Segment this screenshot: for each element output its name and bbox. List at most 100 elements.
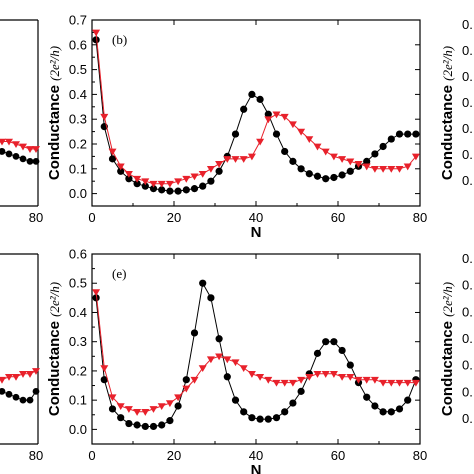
right-partial-panel-bottom: Conductance (2e²/h) 0. 0. 0. 0. 0. 0. 0. — [439, 251, 473, 426]
right-y-tick-label: 0. — [462, 411, 473, 426]
partial-data-point-circle — [32, 157, 40, 165]
y-axis-unit: (2e²/h) — [47, 282, 62, 317]
data-point-circle — [412, 130, 420, 138]
data-point-triangle — [206, 356, 215, 364]
partial-data-point-triangle — [12, 373, 20, 381]
y-tick-label: 0.1 — [69, 393, 87, 408]
plot-frame — [91, 19, 421, 207]
data-point-circle — [215, 335, 223, 343]
x-tick-label: 20 — [167, 210, 181, 225]
partial-data-point-circle — [26, 396, 34, 404]
y-tick-label: 0.1 — [69, 161, 87, 176]
data-point-triangle — [395, 379, 404, 387]
partial-data-point-circle — [0, 387, 6, 395]
data-point-circle — [117, 414, 125, 422]
data-point-triangle — [223, 356, 232, 364]
data-point-triangle — [313, 371, 322, 378]
partial-data-point-triangle — [5, 373, 13, 381]
data-point-circle — [256, 415, 264, 423]
right-y-tick-label: 0. — [462, 278, 473, 293]
panel-label: (b) — [112, 32, 127, 47]
data-point-triangle — [231, 359, 240, 367]
data-point-triangle — [395, 166, 404, 173]
right-y-tick-label: 0. — [462, 251, 473, 266]
data-point-circle — [199, 182, 207, 190]
y-tick-label: 0.5 — [69, 62, 87, 77]
data-point-circle — [199, 279, 207, 287]
partial-data-point-triangle — [19, 143, 27, 151]
data-point-circle — [363, 157, 371, 165]
data-point-circle — [289, 157, 297, 165]
data-point-triangle — [174, 178, 183, 186]
partial-data-point-triangle — [0, 138, 6, 146]
data-point-triangle — [403, 163, 412, 171]
data-point-circle — [92, 294, 100, 302]
partial-data-point-circle — [5, 150, 13, 158]
partial-data-point-triangle — [26, 371, 34, 378]
data-point-triangle — [387, 166, 396, 173]
data-point-triangle — [305, 136, 314, 144]
right-y-axis-label: Conductance (2e²/h) — [439, 282, 456, 416]
data-point-circle — [387, 408, 395, 416]
right-y-axis-label-text: Conductance — [439, 81, 456, 180]
data-point-circle — [330, 173, 338, 182]
x-tick-label: 60 — [331, 210, 345, 225]
data-point-triangle — [338, 156, 347, 163]
data-point-triangle — [264, 376, 273, 384]
data-point-circle — [297, 165, 305, 173]
data-point-circle — [166, 187, 174, 195]
y-tick-label: 0.6 — [69, 37, 87, 52]
partial-data-point-triangle — [26, 146, 34, 153]
data-point-circle — [174, 187, 182, 195]
right-y-tick-label: 0. — [462, 17, 473, 32]
y-axis-label-text: Conductance — [46, 81, 63, 180]
partial-x-tick-label: 80 — [29, 448, 43, 463]
data-point-circle — [149, 185, 158, 193]
data-point-circle — [379, 408, 387, 416]
data-point-triangle — [288, 121, 297, 129]
data-point-triangle — [256, 373, 265, 381]
partial-data-point-triangle — [32, 368, 40, 375]
x-tick-label: 80 — [413, 210, 427, 225]
right-y-tick-label: 0. — [462, 147, 473, 162]
x-axis-label: N — [251, 462, 262, 474]
data-point-triangle — [141, 409, 150, 416]
x-tick-label: 0 — [88, 448, 95, 463]
partial-data-point-circle — [19, 155, 27, 163]
data-point-triangle — [165, 180, 174, 188]
right-y-axis-unit: (2e²/h) — [440, 46, 455, 81]
plot-area — [92, 29, 420, 195]
data-point-circle — [297, 387, 305, 395]
data-point-circle — [182, 186, 190, 194]
data-point-triangle — [190, 173, 199, 181]
data-point-circle — [231, 130, 240, 138]
left-partial-panel-top: 80 — [0, 19, 43, 225]
data-point-circle — [125, 175, 133, 183]
data-point-circle — [313, 349, 322, 357]
y-axis-label: Conductance (2e²/h) — [46, 46, 63, 180]
data-point-circle — [182, 376, 190, 384]
data-point-triangle — [280, 113, 289, 121]
data-point-triangle — [264, 116, 273, 124]
data-point-circle — [92, 36, 100, 44]
partial-data-point-circle — [12, 153, 20, 160]
data-point-triangle — [198, 170, 207, 178]
data-point-triangle — [157, 403, 166, 410]
data-point-triangle — [346, 373, 355, 381]
data-point-triangle — [206, 166, 215, 173]
data-point-circle — [264, 415, 272, 423]
y-tick-label: 0.3 — [69, 112, 87, 127]
data-point-circle — [322, 338, 330, 346]
data-point-circle — [158, 421, 166, 429]
series-line-black — [95, 281, 417, 427]
x-tick-label: 20 — [167, 448, 181, 463]
partial-data-point-triangle — [5, 138, 13, 146]
right-partial-panel-top: Conductance (2e²/h) 0. 0. 0. 0. 0. 0. 0. — [439, 17, 473, 188]
data-point-triangle — [288, 379, 297, 387]
right-y-tick-label: 0. — [462, 358, 473, 373]
y-axis-label: Conductance (2e²/h) — [46, 282, 63, 416]
data-point-circle — [256, 95, 264, 103]
data-point-triangle — [379, 379, 388, 387]
y-axis-label-text: Conductance — [46, 317, 63, 416]
data-point-circle — [272, 130, 281, 138]
